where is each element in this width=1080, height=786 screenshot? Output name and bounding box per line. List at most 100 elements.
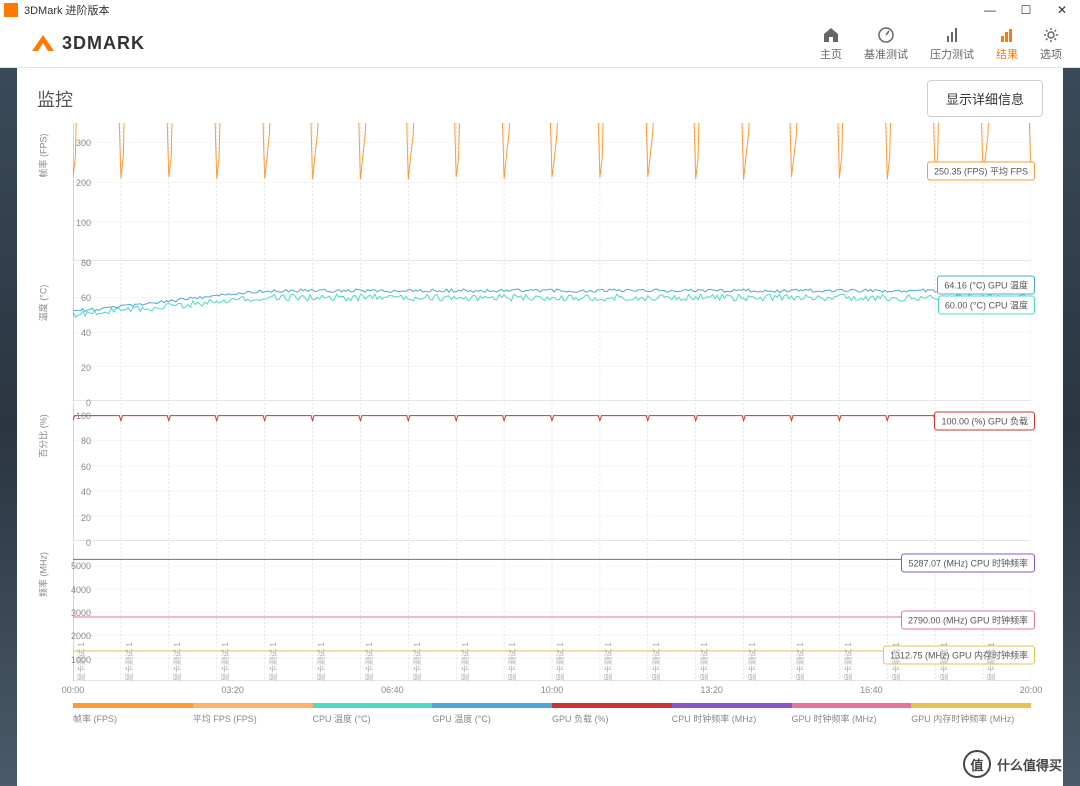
y-axis-label: 帧率 (FPS) <box>37 134 50 178</box>
run-marker: 显卡测试 1 <box>460 642 471 681</box>
charts-container: 帧率 (FPS) 0100200300 250.35 (FPS) 平均 FPS … <box>37 123 1043 725</box>
legend-label: CPU 温度 (°C) <box>313 712 433 725</box>
main-panel: 监控 显示详细信息 帧率 (FPS) 0100200300 250.35 (FP… <box>17 68 1063 786</box>
legend-bar <box>73 703 1031 708</box>
nav-label: 主页 <box>820 46 842 62</box>
nav-item-0[interactable]: 主页 <box>820 26 842 62</box>
chart-callout: 100.00 (%) GPU 负载 <box>934 412 1035 431</box>
y-tick: 20 <box>81 513 91 523</box>
nav-label: 结果 <box>996 46 1018 62</box>
y-tick: 80 <box>81 258 91 268</box>
chart-callout: 1312.75 (MHz) GPU 内存时钟频率 <box>883 646 1035 665</box>
y-ticks: 020406080 <box>69 263 97 403</box>
watermark-text: 什么值得买 <box>997 755 1062 774</box>
x-tick: 16:40 <box>860 685 883 695</box>
legend-label: 帧率 (FPS) <box>73 712 193 725</box>
chart-1: 温度 (°C) 020406080 64.16 (°C) GPU 温度60.00… <box>73 263 1031 403</box>
watermark-icon: 值 <box>963 750 991 778</box>
x-tick: 06:40 <box>381 685 404 695</box>
y-tick: 20 <box>81 363 91 373</box>
chart-callout: 5287.07 (MHz) CPU 时钟频率 <box>901 553 1035 572</box>
legend-color <box>193 703 313 708</box>
legend-color <box>911 703 1031 708</box>
run-marker: 显卡测试 1 <box>651 642 662 681</box>
legend-color <box>672 703 792 708</box>
legend-label: GPU 内存时钟频率 (MHz) <box>911 712 1031 725</box>
chart-svg <box>73 123 1031 261</box>
x-tick: 20:00 <box>1020 685 1043 695</box>
run-marker: 显卡测试 1 <box>891 642 902 681</box>
nav-item-3[interactable]: 结果 <box>996 26 1018 62</box>
run-marker: 显卡测试 1 <box>939 642 950 681</box>
run-marker: 显卡测试 1 <box>747 642 758 681</box>
app-icon <box>4 3 18 17</box>
x-axis: 00:0003:2006:4010:0013:2016:4020:00 <box>73 683 1031 699</box>
x-tick: 00:00 <box>62 685 85 695</box>
run-marker: 显卡测试 1 <box>555 642 566 681</box>
run-marker: 显卡测试 1 <box>843 642 854 681</box>
nav-item-1[interactable]: 基准测试 <box>864 26 908 62</box>
chart-svg <box>73 403 1031 541</box>
maximize-button[interactable]: ☐ <box>1008 0 1044 20</box>
y-tick: 100 <box>76 218 91 228</box>
legend-color <box>313 703 433 708</box>
nav-icon <box>877 26 895 44</box>
run-marker: 显卡测试 1 <box>172 642 183 681</box>
header: 3DMARK 主页基准测试压力测试结果选项 <box>0 20 1080 68</box>
nav-icon <box>943 26 961 44</box>
run-marker: 显卡测试 1 <box>412 642 423 681</box>
chart-3: 频率 (MHz) 10002000300040005000 5287.07 (M… <box>73 543 1031 683</box>
y-tick: 40 <box>81 328 91 338</box>
y-tick: 100 <box>76 411 91 421</box>
run-marker: 显卡测试 1 <box>268 642 279 681</box>
nav-item-2[interactable]: 压力测试 <box>930 26 974 62</box>
bg-decoration-left <box>0 68 17 786</box>
run-marker: 显卡测试 1 <box>76 642 87 681</box>
legend-color <box>432 703 552 708</box>
legend-label: GPU 温度 (°C) <box>432 712 552 725</box>
nav-label: 基准测试 <box>864 46 908 62</box>
x-tick: 13:20 <box>700 685 723 695</box>
chart-callout: 250.35 (FPS) 平均 FPS <box>927 161 1035 180</box>
y-tick: 200 <box>76 178 91 188</box>
run-marker: 显卡测试 1 <box>124 642 135 681</box>
legend-label: CPU 时钟频率 (MHz) <box>672 712 792 725</box>
run-marker: 显卡测试 1 <box>699 642 710 681</box>
chart-callout: 60.00 (°C) CPU 温度 <box>938 296 1035 315</box>
legend-color <box>552 703 672 708</box>
page-title: 监控 <box>37 86 73 112</box>
close-button[interactable]: ✕ <box>1044 0 1080 20</box>
run-marker: 显卡测试 1 <box>507 642 518 681</box>
nav-icon <box>822 26 840 44</box>
legend-label: GPU 时钟频率 (MHz) <box>792 712 912 725</box>
nav: 主页 基准测试 压力测试 结果 选项 <box>820 26 1062 62</box>
y-tick: 80 <box>81 436 91 446</box>
legend-label: GPU 负载 (%) <box>552 712 672 725</box>
nav-label: 选项 <box>1040 46 1062 62</box>
bg-decoration-right <box>1063 68 1080 786</box>
window-controls: — ☐ ✕ <box>972 0 1080 20</box>
y-axis-label: 频率 (MHz) <box>37 552 50 597</box>
watermark: 值 什么值得买 <box>963 750 1062 778</box>
legend-label: 平均 FPS (FPS) <box>193 712 313 725</box>
legend-color <box>73 703 193 708</box>
y-tick: 40 <box>81 487 91 497</box>
run-marker: 显卡测试 1 <box>795 642 806 681</box>
page-header: 监控 显示详细信息 <box>37 80 1043 117</box>
chart-svg <box>73 263 1031 401</box>
run-marker: 显卡测试 1 <box>316 642 327 681</box>
window-title: 3DMark 进阶版本 <box>24 2 110 18</box>
chart-callout: 2790.00 (MHz) GPU 时钟频率 <box>901 611 1035 630</box>
run-marker: 显卡测试 1 <box>986 642 997 681</box>
x-tick: 10:00 <box>541 685 564 695</box>
nav-item-4[interactable]: 选项 <box>1040 26 1062 62</box>
nav-icon <box>1042 26 1060 44</box>
legend-color <box>792 703 912 708</box>
run-marker: 显卡测试 1 <box>603 642 614 681</box>
show-details-button[interactable]: 显示详细信息 <box>927 80 1043 117</box>
y-tick: 60 <box>81 462 91 472</box>
nav-label: 压力测试 <box>930 46 974 62</box>
nav-icon <box>998 26 1016 44</box>
minimize-button[interactable]: — <box>972 0 1008 20</box>
y-tick: 5000 <box>71 561 91 571</box>
